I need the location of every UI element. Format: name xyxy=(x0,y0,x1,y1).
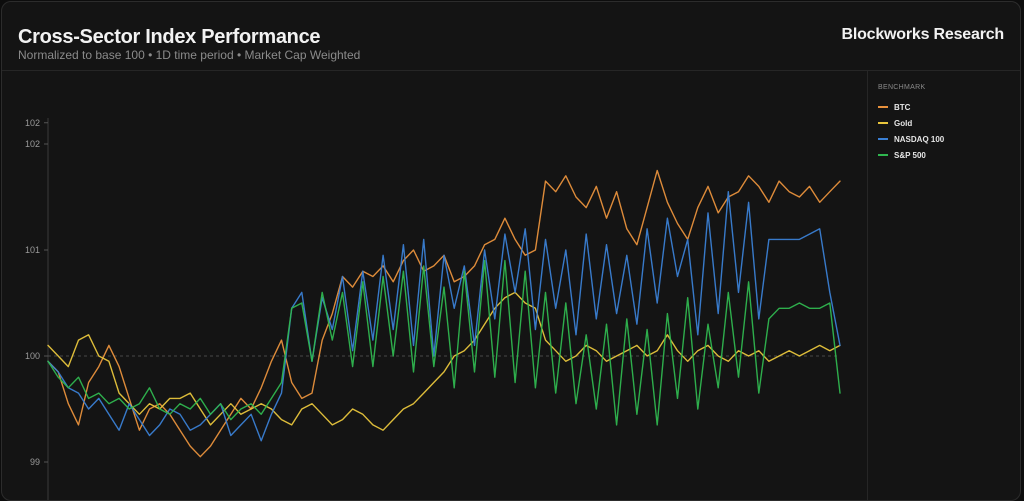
legend-item-gold[interactable]: Gold xyxy=(878,115,1008,131)
series-line-s-p-500 xyxy=(47,259,841,426)
legend-title: BENCHMARK xyxy=(878,84,926,91)
brand-name: Blockworks Research xyxy=(841,26,1004,43)
legend-swatch xyxy=(878,138,888,140)
legend-item-btc[interactable]: BTC xyxy=(878,99,1008,115)
chart-header: Cross-Sector Index Performance Normalize… xyxy=(2,2,1020,71)
legend-label: NASDAQ 100 xyxy=(894,134,945,144)
legend-item-s-p-500[interactable]: S&P 500 xyxy=(878,147,1008,163)
y-tick-label: 99 xyxy=(30,457,40,467)
series-line-nasdaq-100 xyxy=(47,190,841,442)
legend-swatch xyxy=(878,106,888,108)
series-line-gold xyxy=(47,291,841,431)
y-tick-label: 102 xyxy=(25,139,40,149)
chart-title: Cross-Sector Index Performance xyxy=(18,26,321,48)
line-chart[interactable]: 102 102 101 100 99 xyxy=(2,71,862,501)
y-tick-label: 101 xyxy=(25,245,40,255)
legend-swatch xyxy=(878,154,888,156)
legend-item-nasdaq-100[interactable]: NASDAQ 100 xyxy=(878,131,1008,147)
legend-label: BTC xyxy=(894,102,911,112)
chart-subtitle: Normalized to base 100 • 1D time period … xyxy=(18,48,361,62)
legend-swatch xyxy=(878,122,888,124)
legend-label: S&P 500 xyxy=(894,150,926,160)
y-tick-label: 100 xyxy=(25,351,40,361)
y-tick-label: 102 xyxy=(25,118,40,128)
legend: BENCHMARK BTC Gold NASDAQ 100 S&P 500 xyxy=(878,84,1008,163)
legend-divider xyxy=(867,71,868,500)
legend-label: Gold xyxy=(894,118,913,128)
